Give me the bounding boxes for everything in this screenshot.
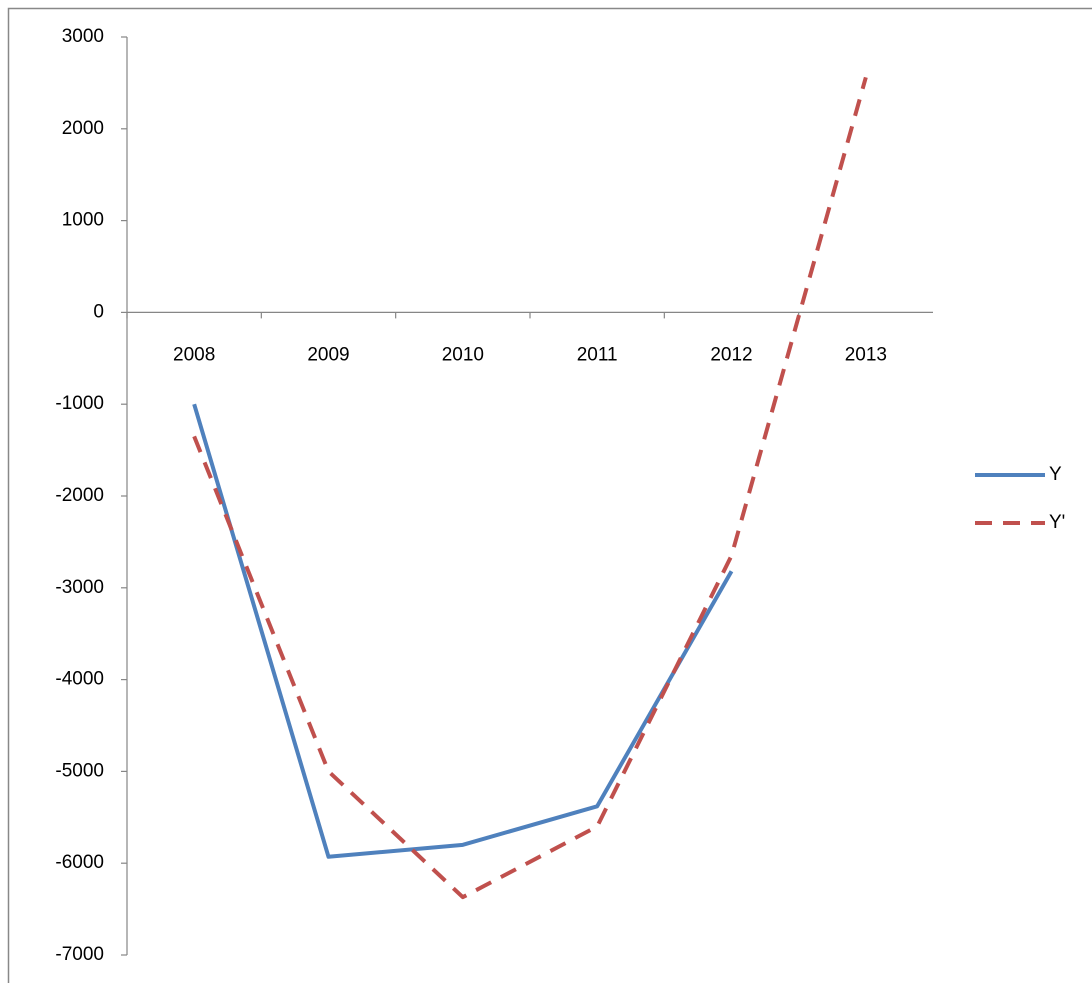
x-tick-label: 2012 <box>710 344 752 365</box>
y-tick-label: -3000 <box>55 577 104 598</box>
legend-label: Y' <box>1049 512 1065 533</box>
series-line <box>194 77 866 897</box>
y-tick-label: -1000 <box>55 393 104 414</box>
y-tick-label: -6000 <box>55 852 104 873</box>
series-line <box>194 404 731 857</box>
x-tick-label: 2013 <box>845 344 887 365</box>
x-tick-label: 2010 <box>442 344 484 365</box>
x-tick-label: 2009 <box>307 344 349 365</box>
y-tick-label: 3000 <box>62 26 104 47</box>
y-tick-label: -7000 <box>55 944 104 965</box>
y-tick-label: -2000 <box>55 485 104 506</box>
y-tick-label: 0 <box>93 301 104 322</box>
x-tick-label: 2011 <box>577 344 618 365</box>
y-tick-label: 2000 <box>62 118 104 139</box>
chart-border <box>9 9 1092 984</box>
y-tick-label: 1000 <box>62 210 104 231</box>
y-tick-label: -5000 <box>55 760 104 781</box>
x-tick-label: 2008 <box>173 344 215 365</box>
legend-label: Y <box>1049 464 1062 485</box>
y-tick-label: -4000 <box>55 669 104 690</box>
